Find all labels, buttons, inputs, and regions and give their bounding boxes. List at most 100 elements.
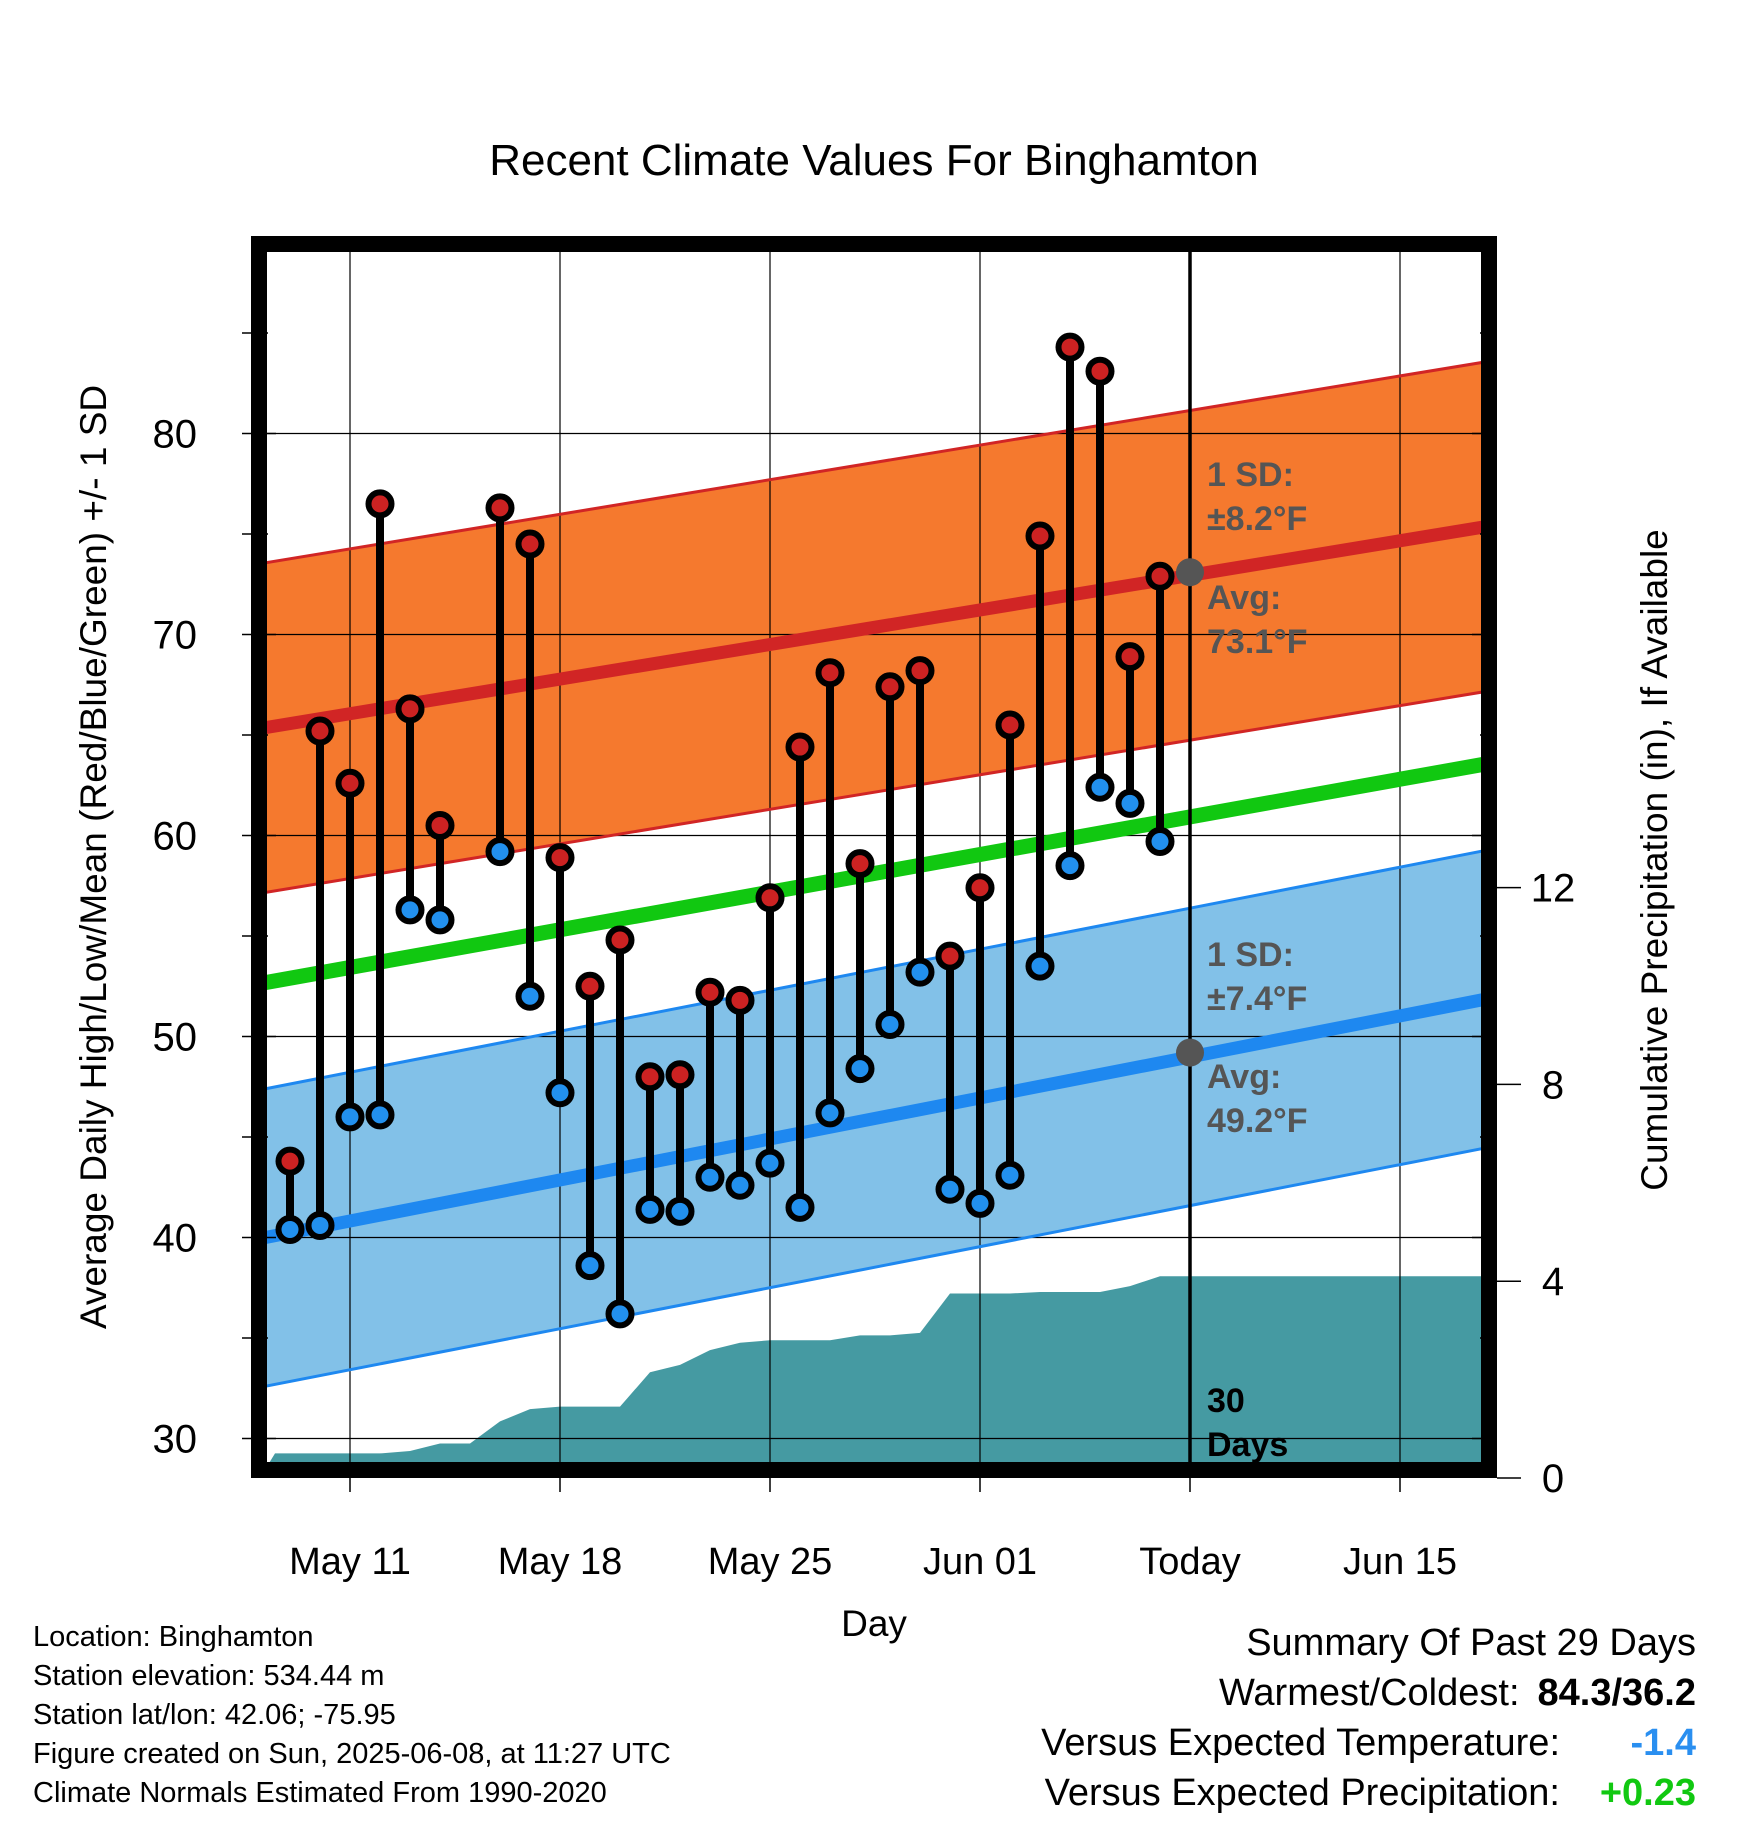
high-band-lower-edge [259, 689, 1489, 896]
daily-high-marker [305, 716, 335, 746]
y2-axis-label: Cumulative Precipitation (in), If Availa… [1634, 529, 1675, 1191]
x-axis-label: Day [841, 1603, 907, 1644]
period-days-number: 30 [1207, 1382, 1245, 1420]
daily-high-marker [995, 710, 1025, 740]
summary-precip-row: Versus Expected Precipitation: +0.23 [1041, 1768, 1696, 1818]
daily-low-marker [965, 1188, 995, 1218]
daily-low-marker [485, 837, 515, 867]
daily-high-marker [665, 1060, 695, 1090]
daily-low-marker [1025, 951, 1055, 981]
daily-high-marker [425, 810, 455, 840]
chart-title: Recent Climate Values For Binghamton [489, 136, 1259, 185]
y-tick-label: 40 [153, 1217, 198, 1261]
daily-high-marker [605, 925, 635, 955]
daily-low-marker [725, 1170, 755, 1200]
daily-low-marker [395, 895, 425, 925]
x-tick-label: May 25 [708, 1541, 833, 1583]
daily-low-marker [605, 1299, 635, 1329]
summary-panel: Summary Of Past 29 Days Warmest/Coldest:… [1041, 1618, 1696, 1818]
y-tick-label: 80 [153, 413, 198, 457]
daily-low-marker [365, 1100, 395, 1130]
y2-tick-label: 0 [1542, 1457, 1564, 1501]
axes-layer: 30 40 50 60 70 80 0 4 8 12 May 11 May 18 May 25 Jun 0… [153, 332, 1576, 1583]
daily-low-marker [785, 1192, 815, 1222]
daily-low-marker [425, 905, 455, 935]
x-tick-label: Jun 01 [923, 1541, 1037, 1583]
high-avg-value: 73.1°F [1207, 623, 1308, 661]
daily-high-marker [935, 941, 965, 971]
low-band-upper-edge [259, 848, 1489, 1092]
period-days-label: Days [1207, 1426, 1288, 1464]
high-avg-label: Avg: [1207, 579, 1281, 617]
y-axis-label: Average Daily High/Low/Mean (Red/Blue/Gr… [73, 385, 114, 1329]
y2-tick-label: 4 [1542, 1260, 1564, 1304]
daily-low-marker [695, 1162, 725, 1192]
daily-low-marker [575, 1251, 605, 1281]
daily-high-marker [905, 656, 935, 686]
daily-high-marker [1115, 642, 1145, 672]
high-sd-label: 1 SD: [1207, 456, 1294, 494]
daily-low-marker [905, 957, 935, 987]
daily-high-marker [365, 489, 395, 519]
daily-high-marker [335, 768, 365, 798]
daily-low-marker [935, 1174, 965, 1204]
daily-low-marker [755, 1148, 785, 1178]
daily-high-marker [545, 843, 575, 873]
daily-low-marker [815, 1098, 845, 1128]
daily-high-marker [875, 672, 905, 702]
y-tick-label: 30 [153, 1418, 198, 1462]
x-tick-label: May 11 [289, 1541, 411, 1583]
warmest-coldest-value: 84.3/36.2 [1537, 1672, 1696, 1714]
precip-anomaly-label: Versus Expected Precipitation: [1044, 1772, 1560, 1814]
daily-high-marker [815, 658, 845, 688]
daily-low-marker [665, 1196, 695, 1226]
x-tick-label: Today [1139, 1541, 1240, 1583]
daily-high-marker [965, 873, 995, 903]
daily-low-marker [845, 1054, 875, 1084]
y-tick-label: 50 [153, 1016, 198, 1060]
plot-frame [251, 236, 1497, 1478]
elevation-text: Station elevation: 534.44 m [33, 1660, 385, 1692]
daily-high-marker [275, 1146, 305, 1176]
summary-title: Summary Of Past 29 Days [1246, 1622, 1696, 1664]
today-low-avg-marker [1176, 1038, 1204, 1067]
y2-tick-label: 12 [1531, 867, 1576, 911]
daily-high-marker [1085, 356, 1115, 386]
daily-high-marker [485, 493, 515, 523]
summary-temp-row: Versus Expected Temperature: -1.4 [1041, 1718, 1696, 1768]
high-band-upper-edge [259, 359, 1489, 566]
daily-low-marker [305, 1210, 335, 1240]
station-info: Location: Binghamton Station elevation: … [33, 1618, 671, 1813]
daily-low-marker [515, 981, 545, 1011]
daily-low-marker [1085, 772, 1115, 802]
daily-low-marker [335, 1102, 365, 1132]
latlon-text: Station lat/lon: 42.06; -75.95 [33, 1699, 396, 1731]
daily-low-marker [1145, 827, 1175, 857]
daily-high-marker [1055, 332, 1085, 362]
location-text: Location: Binghamton [33, 1621, 314, 1653]
y2-tick-label: 8 [1542, 1063, 1564, 1107]
daily-high-marker [785, 732, 815, 762]
daily-low-marker [545, 1078, 575, 1108]
low-avg-value: 49.2°F [1207, 1102, 1308, 1140]
daily-low-marker [995, 1160, 1025, 1190]
daily-high-marker [575, 971, 605, 1001]
precip-area [264, 1276, 1489, 1470]
daily-low-marker [875, 1009, 905, 1039]
low-sd-label: 1 SD: [1207, 936, 1294, 974]
today-high-avg-marker [1176, 558, 1204, 587]
created-text: Figure created on Sun, 2025-06-08, at 11… [33, 1738, 671, 1770]
low-band-lower-edge [259, 1145, 1489, 1390]
high-sd-value: ±8.2°F [1207, 500, 1307, 538]
daily-low-marker [1115, 788, 1145, 818]
temp-anomaly-label: Versus Expected Temperature: [1041, 1722, 1560, 1764]
summary-warmest-row: Warmest/Coldest: 84.3/36.2 [1041, 1668, 1696, 1718]
low-sd-value: ±7.4°F [1207, 980, 1307, 1018]
precip-anomaly-value: +0.23 [1599, 1772, 1696, 1814]
overlay-layer: 1 SD: ±8.2°F Avg: 73.1°F 1 SD: ±7.4°F Avg: 49.2… [275, 244, 1308, 1470]
normals-text: Climate Normals Estimated From 1990-2020 [33, 1777, 607, 1809]
daily-high-marker [395, 694, 425, 724]
daily-high-marker [515, 529, 545, 559]
warmest-coldest-label: Warmest/Coldest: [1218, 1672, 1520, 1714]
